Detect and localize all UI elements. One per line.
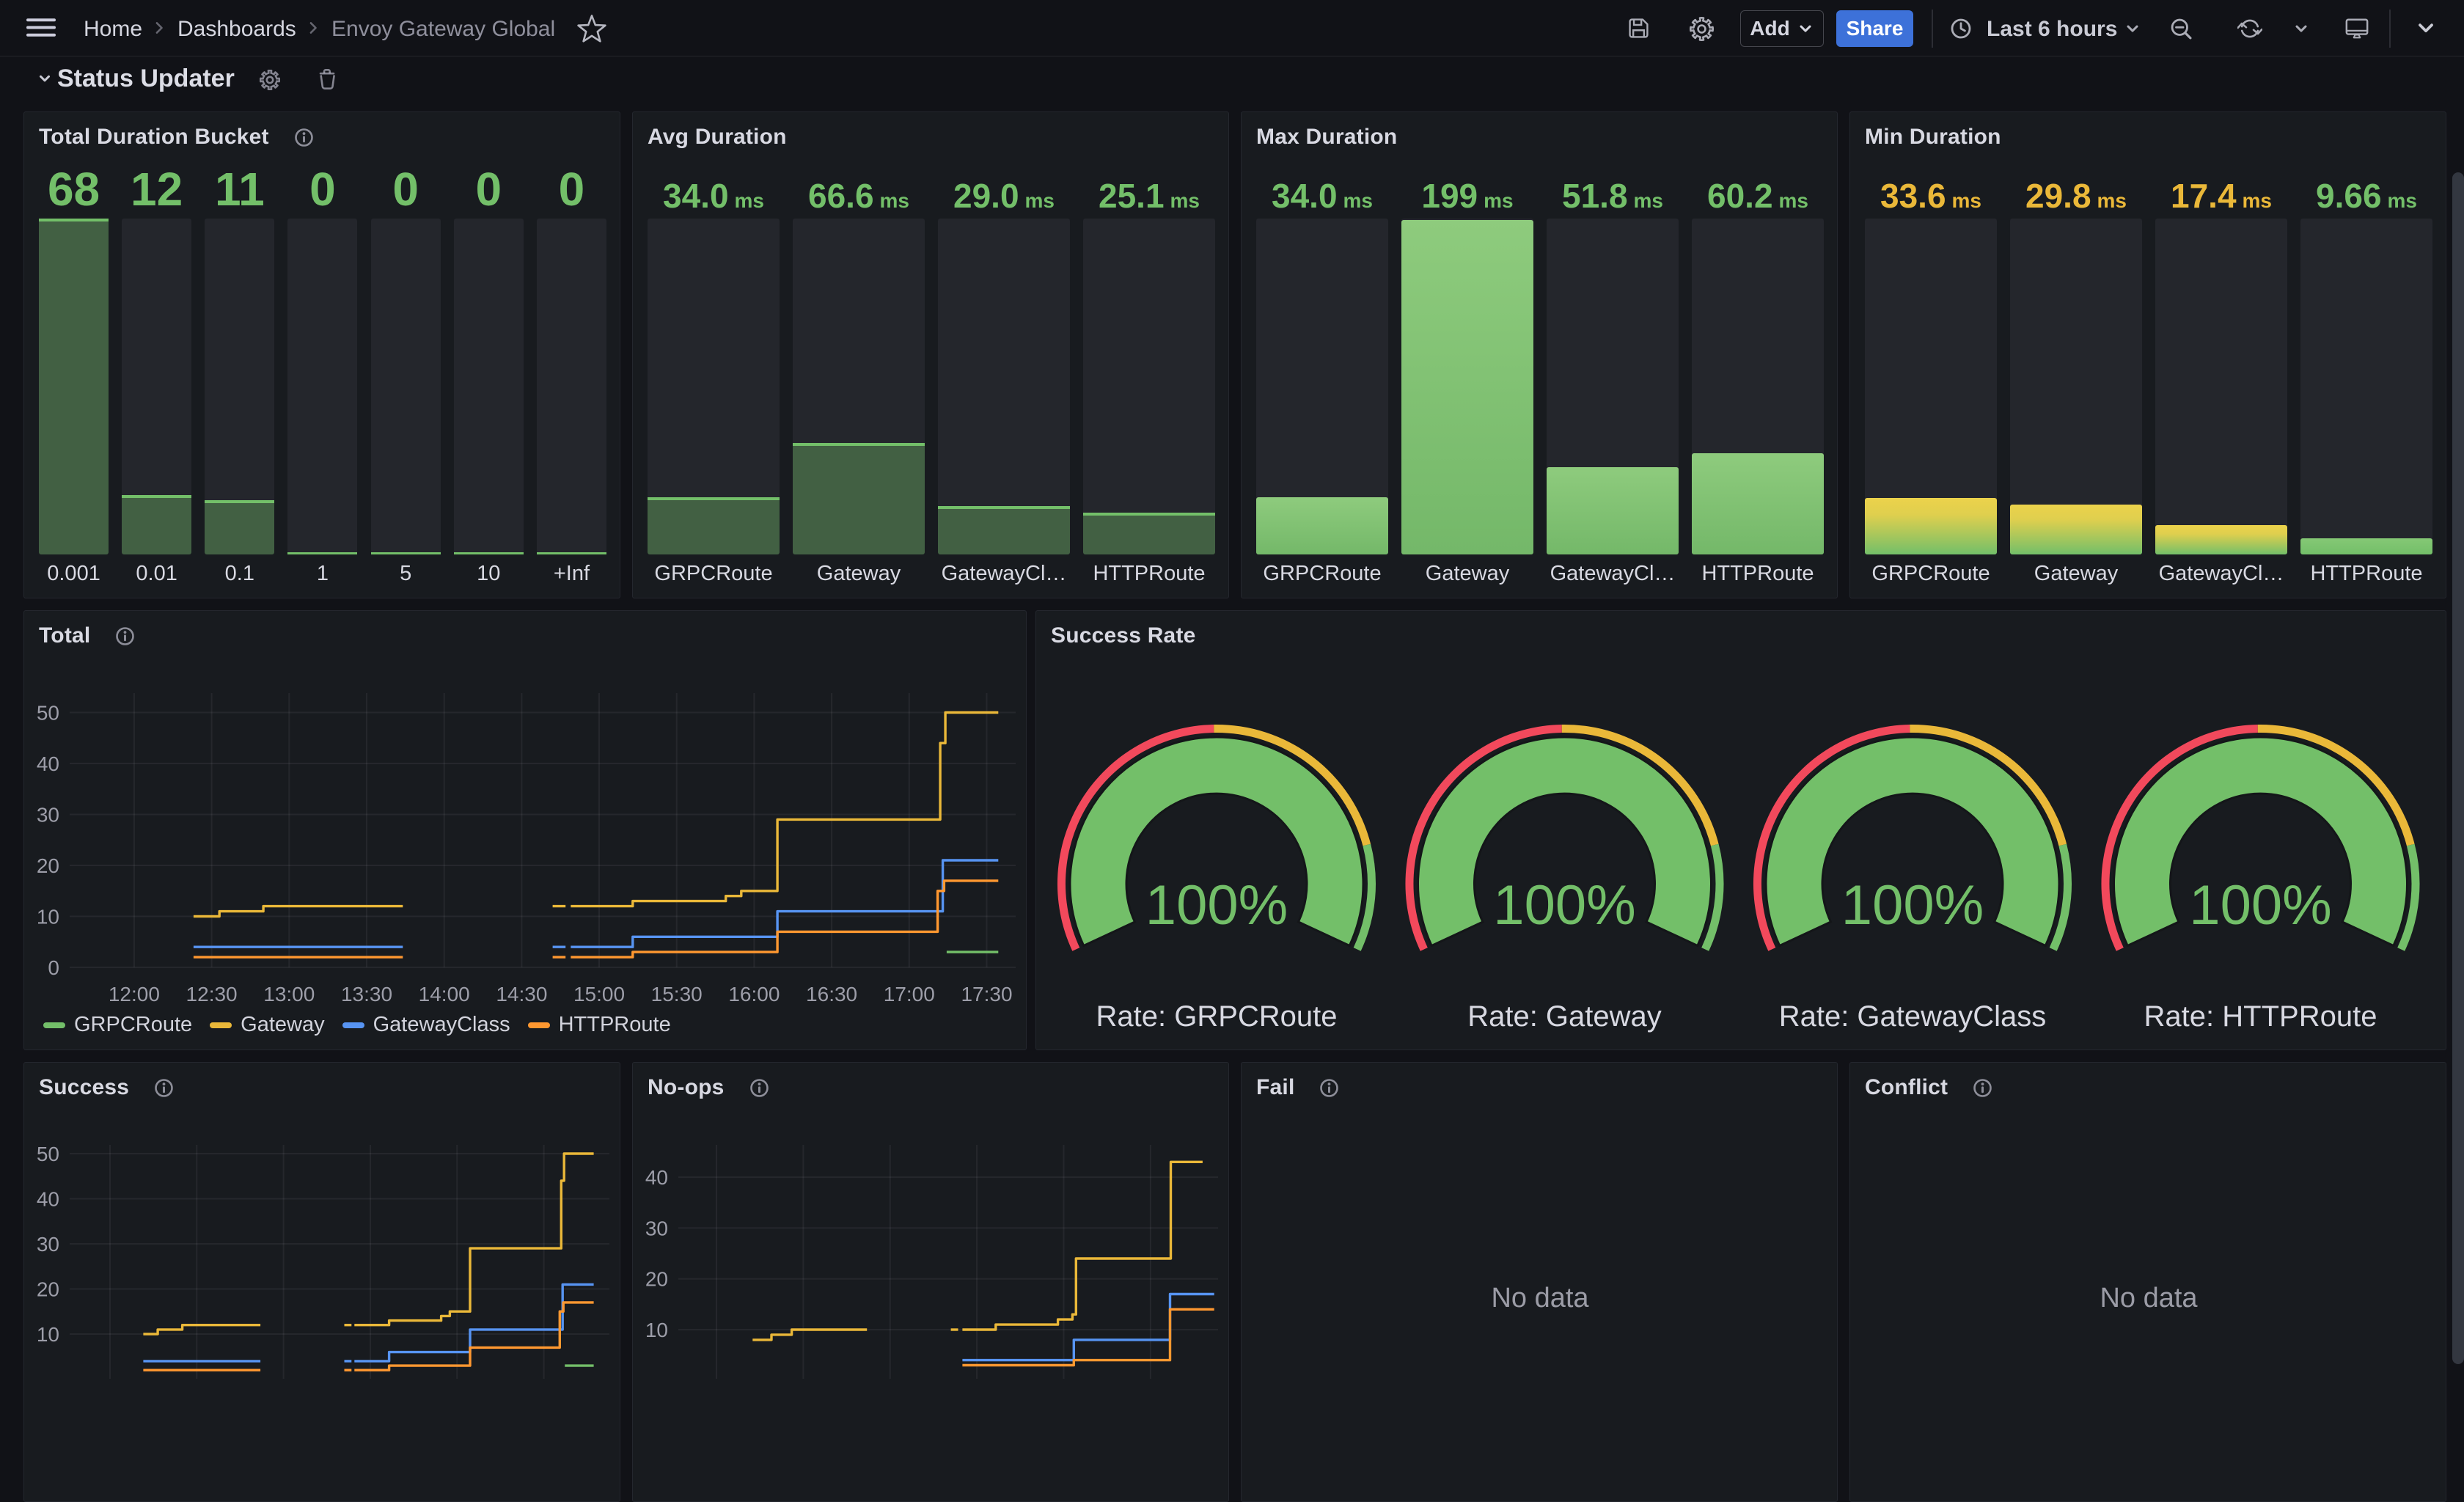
svg-text:100%: 100%	[1493, 874, 1635, 937]
svg-text:17:00: 17:00	[884, 983, 935, 1005]
svg-text:10: 10	[37, 1323, 59, 1346]
svg-text:50: 50	[37, 1143, 59, 1165]
svg-text:20: 20	[37, 1278, 59, 1301]
svg-text:0: 0	[48, 956, 59, 979]
svg-text:10: 10	[645, 1319, 668, 1341]
svg-text:30: 30	[645, 1217, 668, 1239]
svg-text:15:00: 15:00	[573, 983, 625, 1005]
svg-text:40: 40	[37, 752, 59, 775]
svg-text:100%: 100%	[2189, 874, 2331, 937]
svg-text:20: 20	[645, 1268, 668, 1291]
svg-text:12:30: 12:30	[186, 983, 238, 1005]
svg-text:17:30: 17:30	[961, 983, 1012, 1005]
svg-text:50: 50	[37, 702, 59, 725]
svg-text:30: 30	[37, 804, 59, 827]
svg-text:Rate: GRPCRoute: Rate: GRPCRoute	[1096, 1000, 1337, 1033]
svg-text:16:00: 16:00	[728, 983, 780, 1005]
svg-text:16:30: 16:30	[806, 983, 857, 1005]
svg-text:30: 30	[37, 1233, 59, 1256]
svg-text:40: 40	[645, 1166, 668, 1189]
svg-text:Rate: GatewayClass: Rate: GatewayClass	[1779, 1000, 2047, 1033]
svg-text:Rate: Gateway: Rate: Gateway	[1467, 1000, 1662, 1033]
svg-text:13:00: 13:00	[263, 983, 315, 1005]
svg-text:100%: 100%	[1841, 874, 1984, 937]
svg-text:Rate: HTTPRoute: Rate: HTTPRoute	[2144, 1000, 2377, 1033]
svg-text:12:00: 12:00	[109, 983, 160, 1005]
svg-text:100%: 100%	[1145, 874, 1288, 937]
svg-text:20: 20	[37, 854, 59, 877]
svg-text:13:30: 13:30	[341, 983, 392, 1005]
svg-text:14:30: 14:30	[496, 983, 547, 1005]
svg-text:15:30: 15:30	[651, 983, 703, 1005]
svg-text:40: 40	[37, 1188, 59, 1211]
svg-text:10: 10	[37, 906, 59, 928]
svg-text:14:00: 14:00	[419, 983, 470, 1005]
